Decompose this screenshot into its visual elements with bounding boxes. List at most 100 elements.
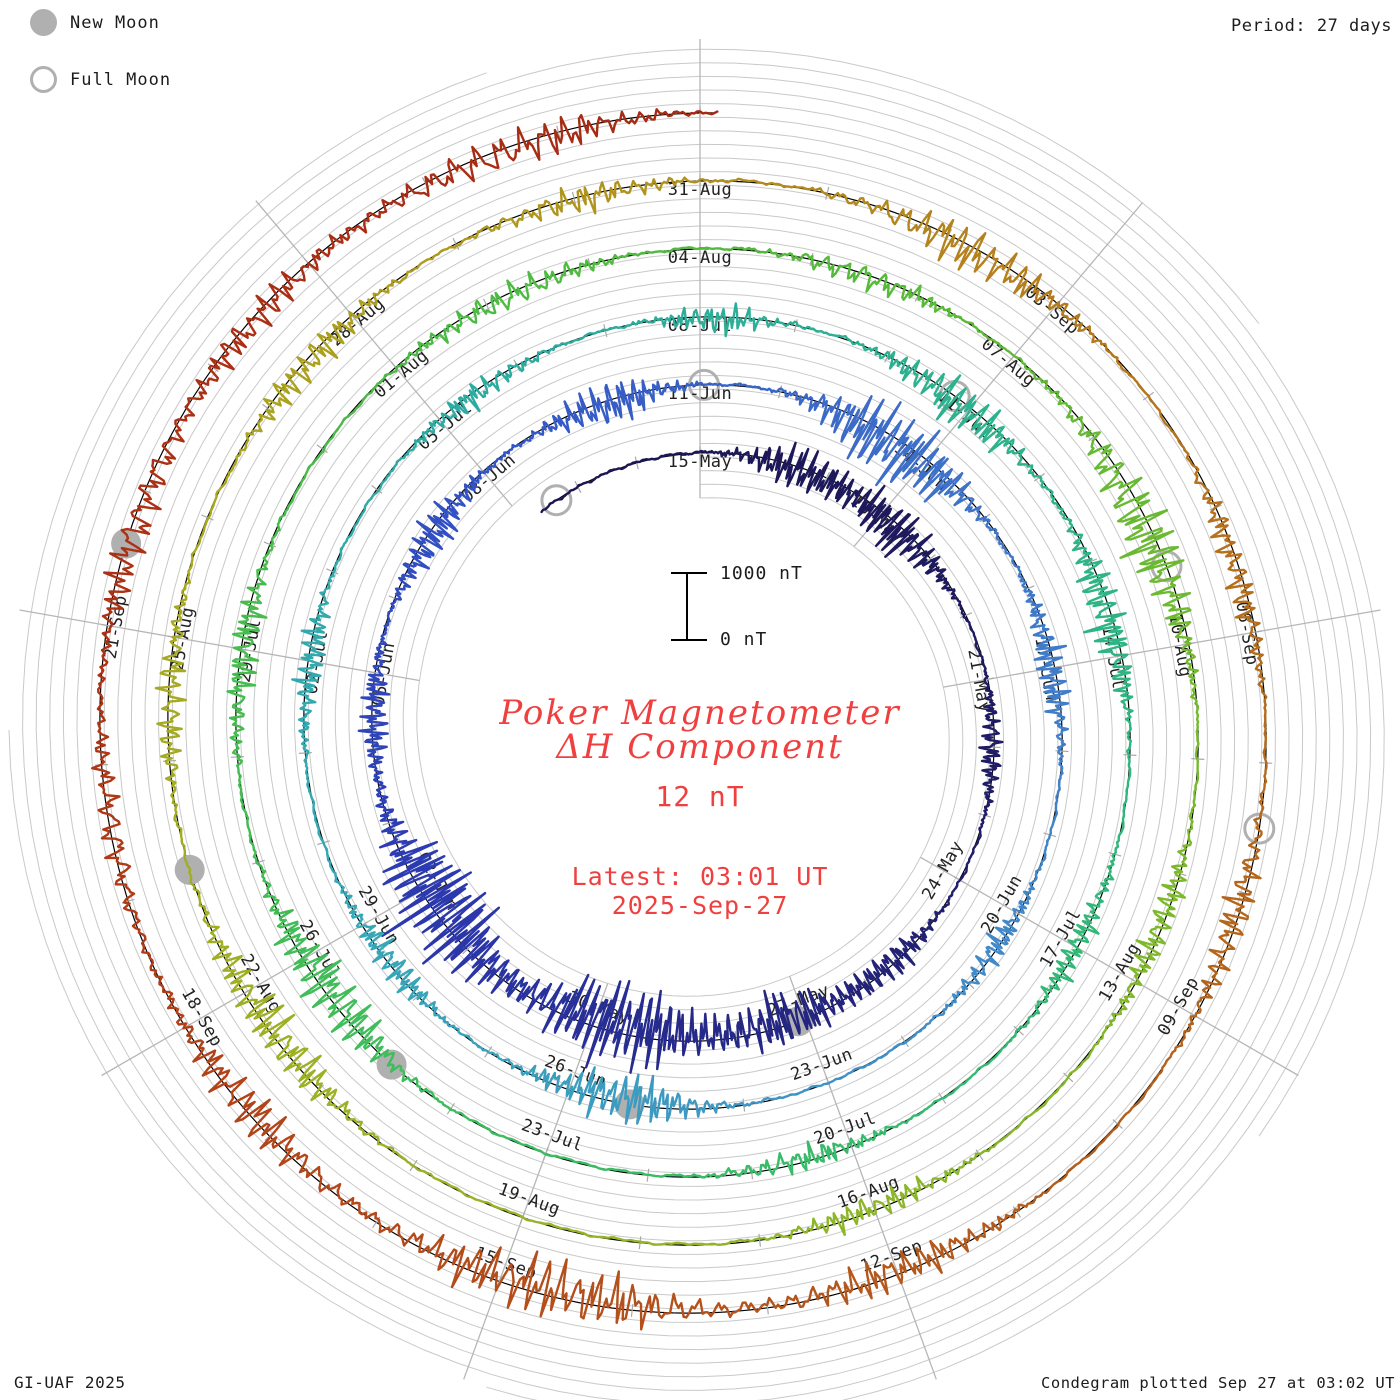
- data-trace: [1126, 719, 1133, 747]
- plot-title-line1: Poker Magnetometer: [499, 693, 901, 733]
- data-trace: [257, 398, 282, 425]
- data-trace: [599, 180, 633, 203]
- data-trace: [440, 397, 469, 420]
- data-trace: [458, 1032, 479, 1047]
- grid-arc: [699, 48, 1260, 325]
- data-trace: [781, 388, 802, 401]
- day-tick: [230, 756, 244, 758]
- grid-spoke: [19, 609, 420, 682]
- data-trace: [843, 1260, 879, 1305]
- data-trace: [925, 218, 969, 262]
- data-trace: [227, 448, 246, 477]
- data-trace: [719, 1100, 743, 1110]
- data-trace: [1047, 387, 1071, 408]
- grid-arc: [117, 130, 1249, 1296]
- data-trace: [945, 990, 963, 1009]
- data-trace: [615, 1283, 653, 1331]
- data-trace: [314, 819, 324, 843]
- data-trace: [974, 643, 984, 661]
- date-label: 25-Aug: [168, 605, 199, 672]
- data-trace: [520, 351, 540, 373]
- data-trace: [945, 586, 959, 601]
- data-trace: [672, 1006, 694, 1057]
- grid-arc: [307, 320, 1059, 1106]
- data-trace: [376, 1135, 401, 1157]
- data-trace: [813, 461, 839, 493]
- data-trace: [1019, 463, 1043, 480]
- data-trace: [310, 976, 357, 1011]
- data-trace: [599, 979, 632, 1058]
- data-trace: [943, 1082, 966, 1099]
- data-trace: [368, 931, 395, 963]
- data-trace: [1115, 1101, 1140, 1129]
- data-trace: [935, 568, 950, 590]
- data-trace: [752, 179, 786, 189]
- data-trace: [576, 1066, 597, 1119]
- data-trace: [818, 393, 842, 426]
- data-trace: [328, 559, 341, 583]
- data-trace: [207, 342, 243, 371]
- data-trace: [1110, 650, 1133, 674]
- data-trace: [591, 472, 608, 482]
- data-trace: [262, 542, 275, 571]
- day-tick: [556, 125, 561, 139]
- data-trace: [981, 1049, 1003, 1068]
- data-trace: [413, 887, 487, 934]
- data-trace: [261, 870, 273, 898]
- data-trace: [598, 253, 628, 267]
- day-tick: [452, 237, 460, 250]
- data-trace: [538, 982, 564, 1034]
- data-trace: [1122, 791, 1128, 819]
- data-trace: [980, 755, 1002, 775]
- current-value: 12 nT: [655, 780, 745, 813]
- data-trace: [381, 183, 416, 213]
- data-trace: [273, 918, 301, 946]
- data-trace: [838, 262, 868, 283]
- data-trace: [1028, 870, 1038, 893]
- data-trace: [156, 702, 183, 735]
- data-trace: [806, 1140, 838, 1164]
- data-trace: [184, 556, 194, 588]
- data-trace: [911, 924, 934, 943]
- data-trace: [433, 1233, 466, 1289]
- data-trace: [572, 114, 607, 145]
- data-trace: [131, 911, 147, 947]
- period-label: Period: 27 days: [1230, 16, 1392, 36]
- data-trace: [387, 597, 402, 616]
- day-tick: [238, 989, 251, 997]
- data-trace: [943, 472, 972, 507]
- data-trace: [97, 783, 121, 818]
- data-trace: [290, 346, 321, 384]
- data-trace: [1136, 544, 1185, 575]
- grid-arc: [76, 89, 1290, 1337]
- data-trace: [947, 387, 977, 429]
- data-trace: [515, 1140, 542, 1152]
- data-trace: [1055, 731, 1067, 754]
- data-trace: [371, 371, 393, 392]
- data-trace: [447, 1106, 473, 1122]
- day-tick: [823, 471, 831, 485]
- credit-label: GI-UAF 2025: [14, 1373, 126, 1392]
- data-trace: [540, 501, 555, 514]
- data-trace: [780, 1290, 813, 1310]
- data-trace: [686, 1173, 714, 1179]
- data-trace: [584, 1232, 616, 1239]
- grid-spoke: [101, 868, 461, 1077]
- grid-arc: [321, 334, 1045, 1092]
- data-trace: [100, 614, 114, 652]
- data-trace: [239, 796, 250, 825]
- data-trace: [956, 868, 968, 885]
- data-trace: [969, 628, 978, 646]
- data-trace: [269, 894, 294, 922]
- data-trace: [1137, 1075, 1159, 1105]
- data-trace: [1251, 811, 1263, 845]
- data-trace: [714, 1301, 750, 1319]
- data-trace: [416, 514, 459, 541]
- data-trace: [328, 998, 372, 1033]
- day-tick: [630, 1303, 634, 1317]
- data-trace: [985, 925, 1018, 946]
- data-trace: [802, 1083, 825, 1093]
- data-trace: [574, 257, 602, 278]
- grid-arc: [226, 239, 1140, 1187]
- data-trace: [604, 110, 641, 134]
